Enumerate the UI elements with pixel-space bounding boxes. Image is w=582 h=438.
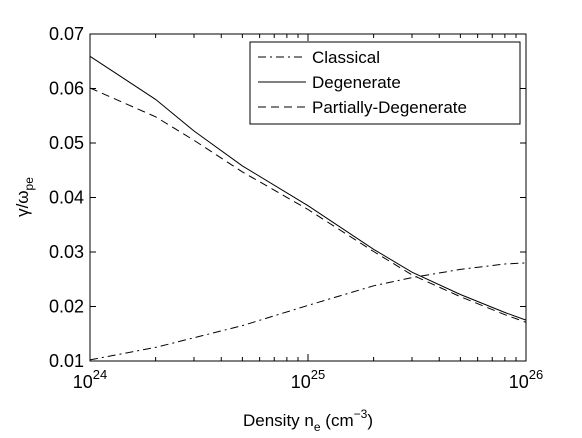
legend-box (249, 41, 521, 125)
y-tick-label: 0.07 (49, 24, 84, 44)
y-tick-label: 0.05 (49, 133, 84, 153)
legend: Classical Degenerate Partially-Degenerat… (249, 41, 521, 125)
y-tick-label: 0.06 (49, 79, 84, 99)
series-lines (89, 55, 527, 361)
tick-labels: 0.01 0.02 0.03 0.04 0.05 0.06 0.07 1024 1025 1026 (49, 24, 543, 392)
series-line-partially-degenerate (89, 87, 527, 323)
y-tick-label: 0.01 (49, 351, 84, 371)
y-axis-label: γ/ωpe (13, 177, 36, 217)
y-tick-label: 0.04 (49, 188, 84, 208)
x-tick-label: 1025 (291, 367, 326, 392)
x-tick-label: 1026 (509, 367, 544, 392)
x-tick-label: 1024 (73, 367, 108, 392)
series-line-degenerate (89, 55, 527, 321)
legend-label-degenerate: Degenerate (312, 73, 401, 92)
legend-label-classical: Classical (312, 48, 380, 67)
y-tick-label: 0.03 (49, 242, 84, 262)
series-line-classical (89, 262, 527, 361)
y-tick-label: 0.02 (49, 297, 84, 317)
legend-label-partially-degenerate: Partially-Degenerate (312, 98, 467, 117)
x-axis-label: Density ne (cm−3) (243, 407, 373, 434)
axis-ticks (89, 33, 527, 362)
